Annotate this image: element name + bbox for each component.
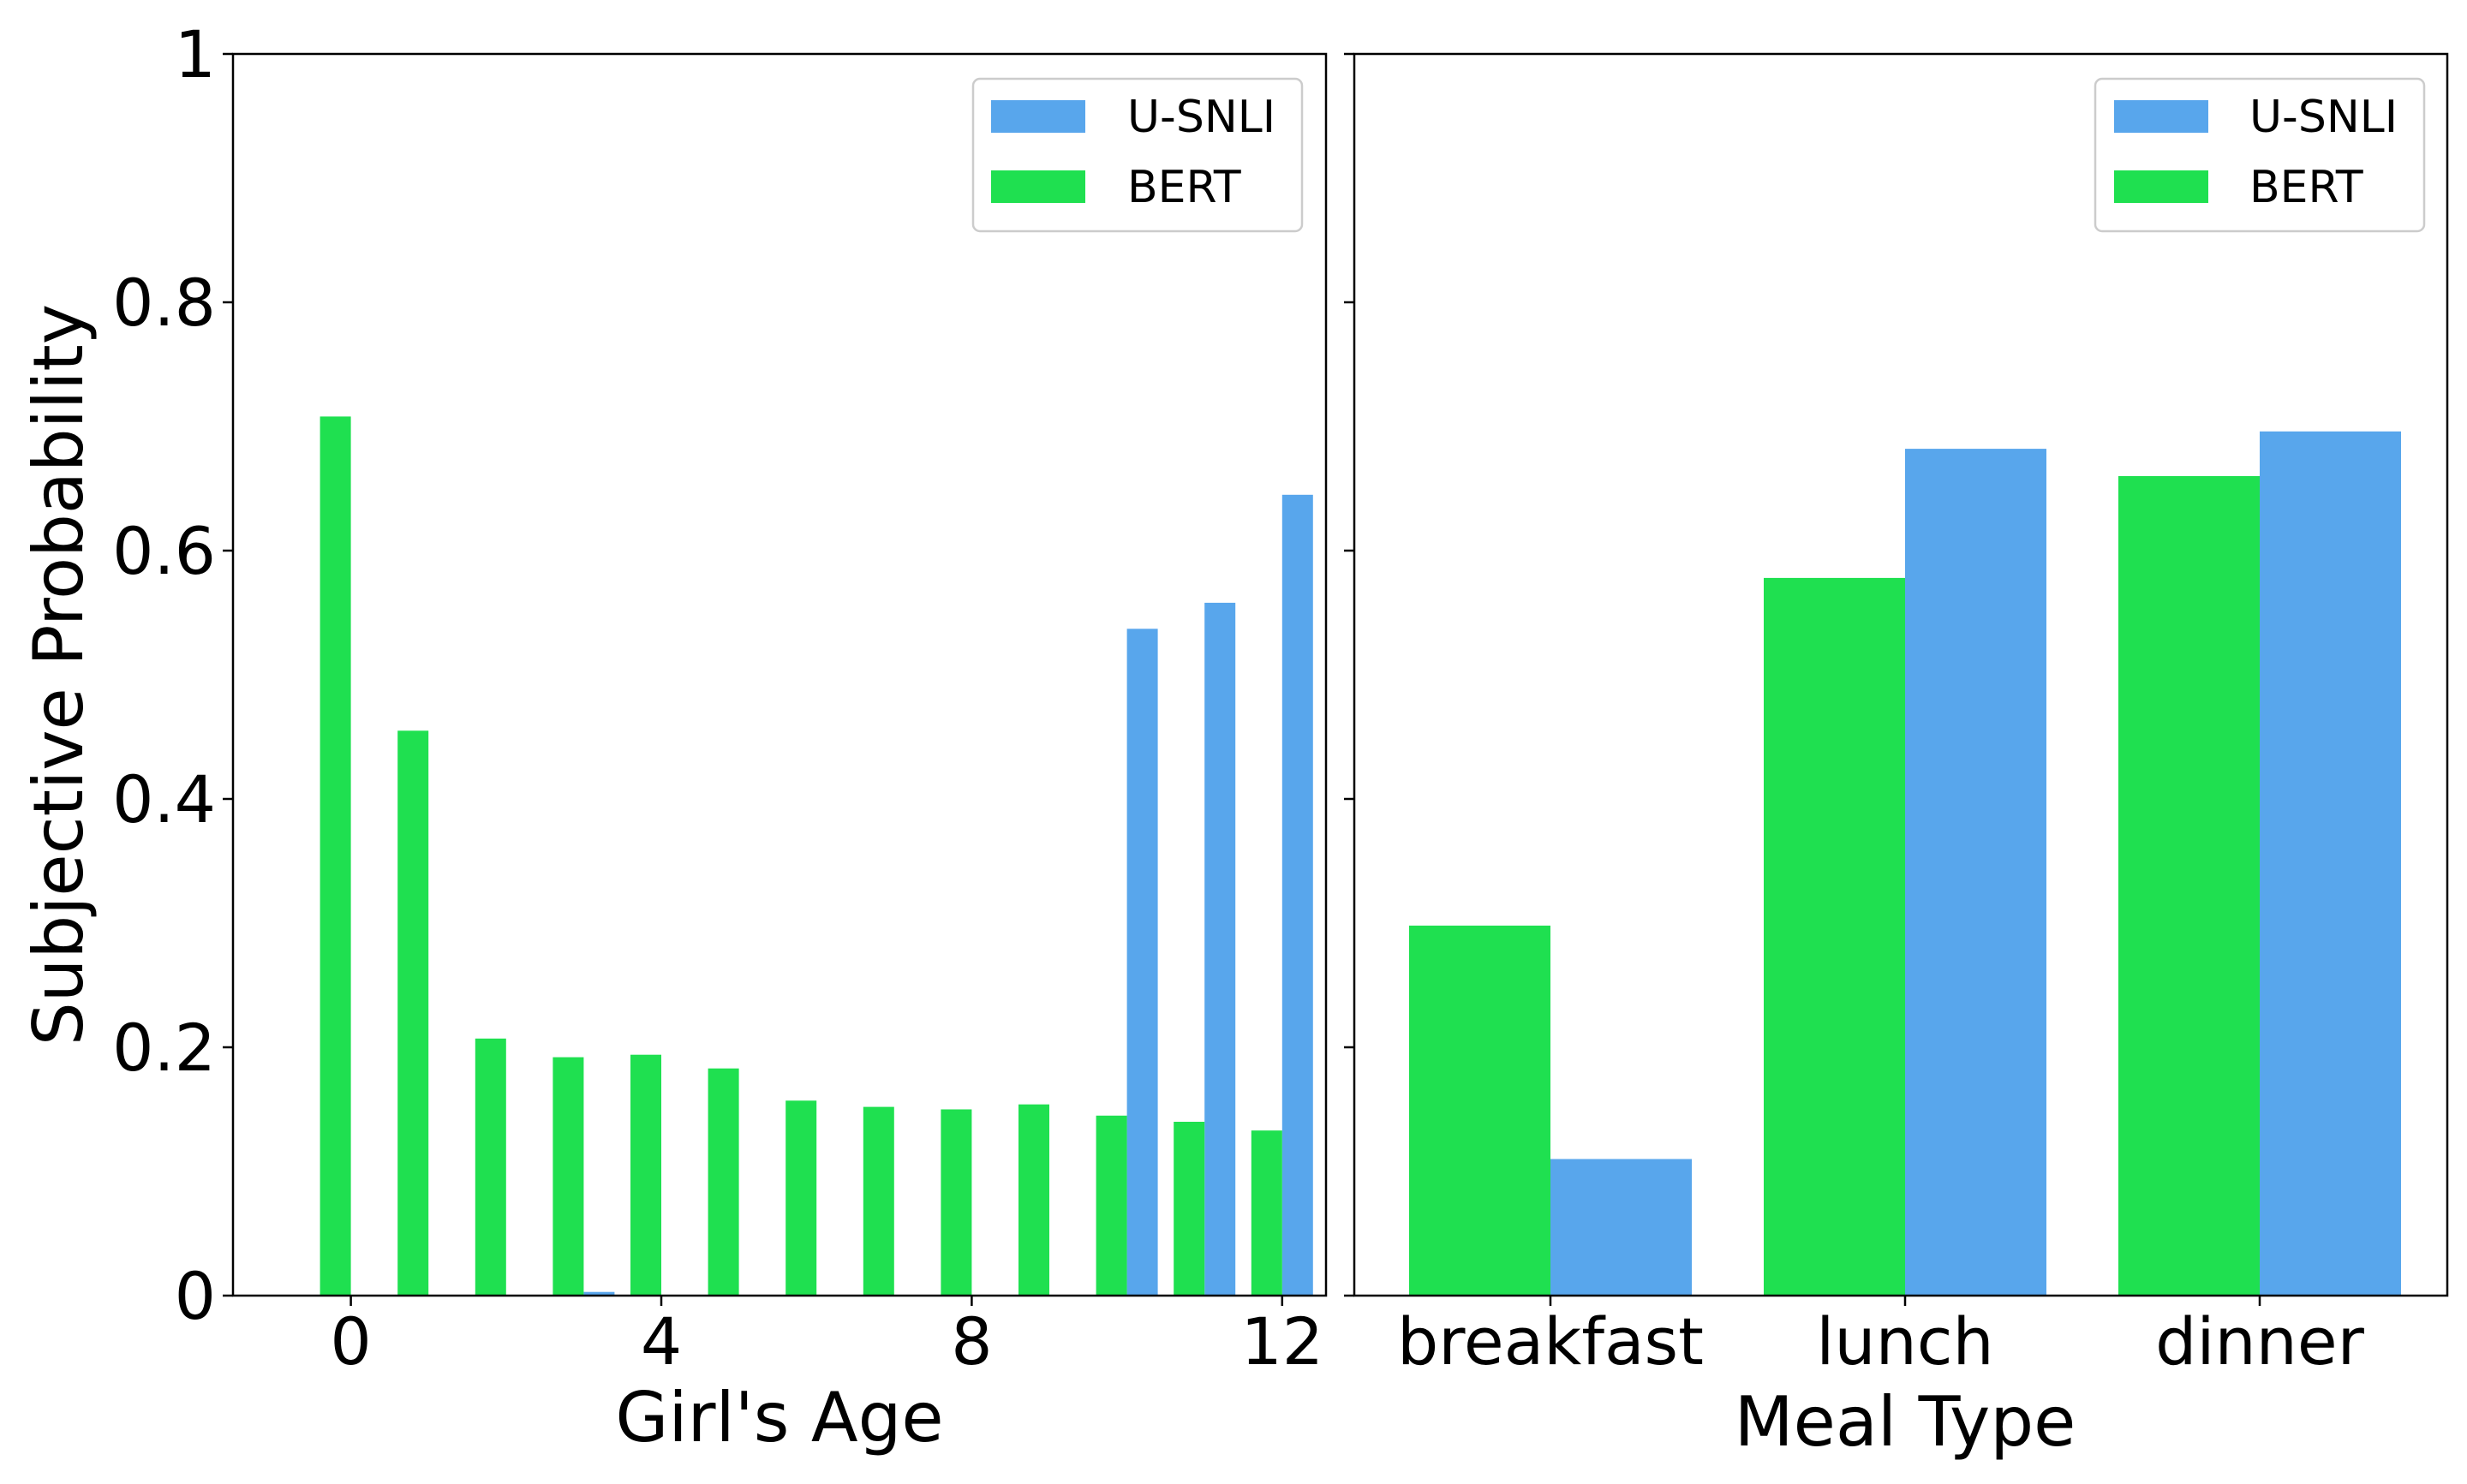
y-tick-label: 0.2 — [112, 1010, 216, 1086]
age-bar-bert-6 — [785, 1100, 817, 1296]
age-x-axis-label: Girl's Age — [615, 1378, 943, 1457]
age-bar-bert-10 — [1096, 1115, 1127, 1296]
y-tick-label: 0.6 — [112, 513, 216, 589]
legend-swatch-usnli — [2114, 100, 2208, 133]
y-axis-ticks: 0 0.2 0.4 0.6 0.8 1 — [112, 16, 233, 1334]
y-tick-label: 0.8 — [112, 265, 216, 341]
age-bar-bert-4 — [630, 1054, 661, 1296]
meal-chart-bars — [1409, 431, 2401, 1296]
meal-bar-usnli-lunch — [1905, 449, 2046, 1296]
age-bar-bert-11 — [1174, 1122, 1205, 1296]
age-bar-usnli-11 — [1204, 602, 1236, 1296]
age-chart-bars — [320, 416, 1313, 1296]
age-chart-legend: U-SNLI BERT — [971, 77, 1304, 233]
y-axis-label: Subjective Probability — [19, 304, 99, 1046]
meal-chart-frame — [1353, 52, 2449, 1297]
legend-label-usnli: U-SNLI — [2249, 92, 2398, 143]
x-tick-label: 4 — [641, 1303, 682, 1380]
y-tick-label: 0.4 — [112, 761, 216, 837]
age-x-axis-ticks: 0 4 8 12 — [330, 1296, 1323, 1380]
legend-swatch-bert — [991, 170, 1085, 203]
legend-label-usnli: U-SNLI — [1127, 92, 1275, 143]
x-tick-label-lunch: lunch — [1816, 1303, 1993, 1380]
x-tick-label: 8 — [951, 1303, 992, 1380]
age-bar-bert-9 — [1018, 1104, 1049, 1296]
x-tick-label: 12 — [1240, 1303, 1323, 1380]
age-bar-bert-2 — [475, 1038, 506, 1296]
meal-bar-bert-lunch — [1764, 577, 1905, 1296]
meal-x-axis-ticks: breakfast lunch dinner — [1397, 1296, 2365, 1380]
age-bar-bert-5 — [708, 1068, 739, 1296]
meal-bar-usnli-dinner — [2260, 431, 2401, 1296]
meal-chart-panel: breakfast lunch dinner Meal Type U-SNLI BE… — [1344, 52, 2449, 1462]
meal-chart-legend: U-SNLI BERT — [2094, 77, 2426, 233]
meal-bar-bert-breakfast — [1409, 925, 1550, 1296]
meal-bar-usnli-breakfast — [1550, 1159, 1692, 1296]
legend-swatch-bert — [2114, 170, 2208, 203]
meal-y-axis-ticks — [1344, 52, 1354, 1297]
legend-label-bert: BERT — [1127, 162, 1241, 213]
age-bar-bert-0 — [320, 416, 351, 1296]
y-tick-label: 0 — [175, 1258, 216, 1334]
age-bar-bert-1 — [397, 730, 429, 1296]
meal-x-axis-label: Meal Type — [1735, 1382, 2076, 1462]
age-bar-usnli-3 — [583, 1291, 615, 1296]
legend-label-bert: BERT — [2249, 162, 2363, 213]
age-bar-bert-7 — [863, 1106, 894, 1296]
age-bar-usnli-12 — [1281, 494, 1313, 1296]
meal-bar-bert-dinner — [2118, 476, 2260, 1296]
y-tick-label: 1 — [175, 16, 216, 92]
x-tick-label-breakfast: breakfast — [1397, 1303, 1704, 1380]
age-bar-bert-3 — [553, 1057, 584, 1296]
age-chart-panel: 0 0.2 0.4 0.6 0.8 1 0 4 8 12 Subjective Probabil… — [19, 16, 1328, 1457]
x-tick-label-dinner: dinner — [2155, 1303, 2364, 1380]
x-tick-label: 0 — [330, 1303, 371, 1380]
age-chart-frame — [231, 52, 1328, 1297]
age-bar-usnli-10 — [1126, 629, 1158, 1296]
legend-swatch-usnli — [991, 100, 1085, 133]
age-bar-bert-8 — [941, 1109, 972, 1296]
age-bar-bert-12 — [1251, 1130, 1282, 1296]
